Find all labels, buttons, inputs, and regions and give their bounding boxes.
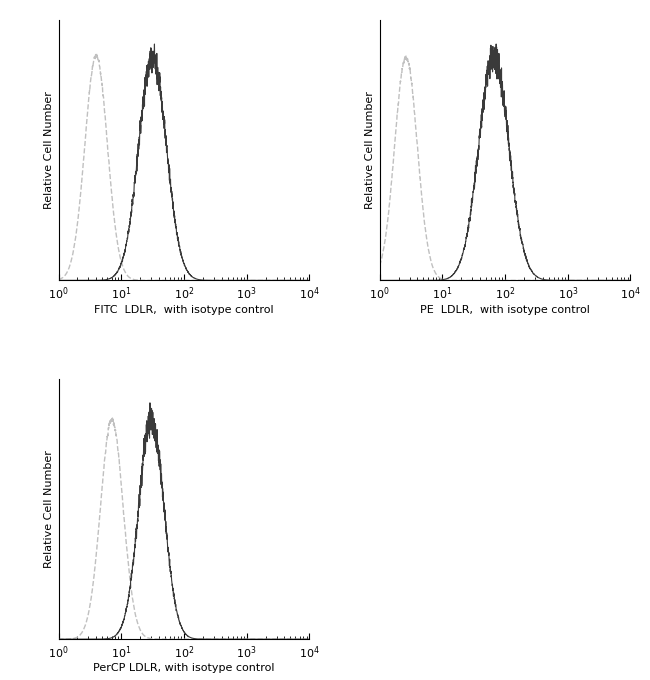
X-axis label: PE  LDLR,  with isotype control: PE LDLR, with isotype control [420,305,590,315]
Y-axis label: Relative Cell Number: Relative Cell Number [44,92,55,209]
X-axis label: FITC  LDLR,  with isotype control: FITC LDLR, with isotype control [94,305,274,315]
Y-axis label: Relative Cell Number: Relative Cell Number [365,92,376,209]
X-axis label: PerCP LDLR, with isotype control: PerCP LDLR, with isotype control [93,664,275,673]
Y-axis label: Relative Cell Number: Relative Cell Number [44,450,55,568]
